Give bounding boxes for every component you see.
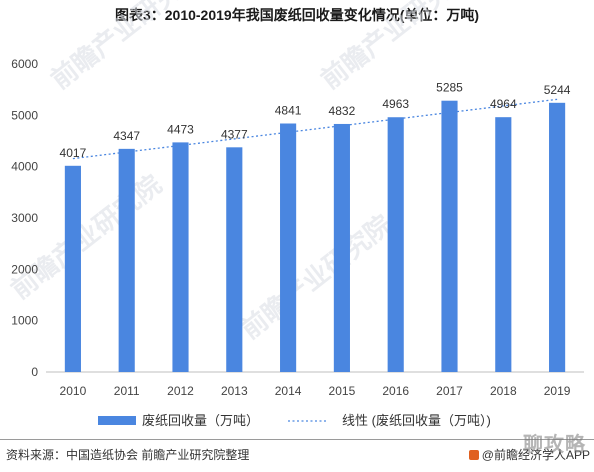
- bars: [64, 100, 566, 373]
- bar: [495, 117, 512, 372]
- bar: [118, 148, 135, 372]
- y-axis: 0 1000 2000 3000 4000 5000 6000: [11, 57, 38, 379]
- trendline-path: [72, 98, 558, 160]
- data-label: 4963: [382, 97, 409, 111]
- y-tick-label: 6000: [11, 57, 38, 71]
- bar: [226, 147, 243, 372]
- legend-label-bars: 废纸回收量（万吨）: [142, 413, 259, 428]
- bar: [441, 100, 458, 372]
- watermark-text: 前瞻产业研究院: [5, 169, 168, 305]
- data-label: 4377: [221, 127, 248, 141]
- x-tick-label: 2012: [167, 384, 194, 398]
- legend: 废纸回收量（万吨） 线性 (废纸回收量（万吨）): [98, 413, 491, 428]
- x-tick-label: 2019: [544, 384, 571, 398]
- x-tick-label: 2018: [490, 384, 517, 398]
- watermark-text: 前瞻产业研究院: [235, 209, 398, 345]
- y-tick-label: 4000: [11, 160, 38, 174]
- chart-title: 图表3：2010-2019年我国废纸回收量变化情况(单位：万吨): [114, 7, 480, 23]
- data-label: 4473: [167, 122, 194, 136]
- source-note: 资料来源：中国造纸协会 前瞻产业研究院整理: [6, 448, 250, 462]
- data-label: 4964: [490, 97, 517, 111]
- x-tick-label: 2014: [275, 384, 302, 398]
- bar: [280, 123, 297, 372]
- y-tick-label: 1000: [11, 314, 38, 328]
- data-label: 4832: [329, 104, 356, 118]
- bar: [387, 117, 404, 372]
- data-label: 4841: [275, 103, 302, 117]
- x-tick-label: 2010: [60, 384, 87, 398]
- brand-icon: [468, 450, 479, 460]
- x-tick-label: 2013: [221, 384, 248, 398]
- x-tick-label: 2011: [114, 384, 140, 398]
- bar: [549, 102, 566, 373]
- x-tick-label: 2017: [436, 384, 463, 398]
- data-label: 4347: [113, 129, 140, 143]
- brand-credit: @前瞻经济学人APP: [468, 446, 590, 463]
- bar: [172, 142, 189, 372]
- y-tick-label: 2000: [11, 262, 38, 276]
- bar: [64, 165, 81, 372]
- data-label: 4017: [60, 146, 87, 160]
- x-axis: 2010 2011 2012 2013 2014 2015 2016 2017 2018 2019: [46, 371, 584, 398]
- x-tick-label: 2015: [329, 384, 356, 398]
- brand-label: @前瞻经济学人APP: [481, 448, 590, 462]
- corner-watermark: 聊攻略: [523, 434, 586, 456]
- legend-label-trend: 线性 (废纸回收量（万吨）): [342, 413, 491, 428]
- source-divider: [0, 439, 594, 440]
- bar: [333, 123, 350, 372]
- x-tick-label: 2016: [382, 384, 409, 398]
- data-label: 5285: [436, 81, 463, 95]
- legend-swatch-bars: [98, 416, 136, 425]
- y-tick-label: 3000: [11, 211, 38, 225]
- y-tick-label: 0: [31, 365, 38, 379]
- data-labels: 4017 4347 4473 4377 4841 4832 4963 5285 4964 5244: [60, 81, 571, 160]
- y-tick-label: 5000: [11, 108, 38, 122]
- trendline: [72, 98, 558, 160]
- watermark-text: 前瞻产业研究院: [45, 0, 208, 96]
- data-label: 5244: [544, 83, 571, 97]
